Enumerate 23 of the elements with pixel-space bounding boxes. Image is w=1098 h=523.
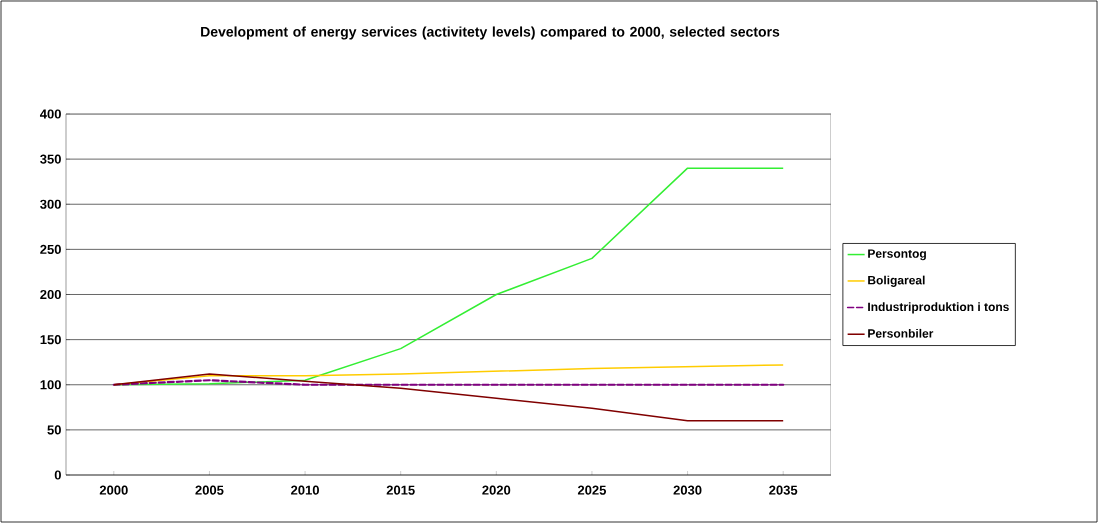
y-tick-label: 400: [39, 109, 61, 119]
legend-label: Boligareal: [868, 275, 925, 287]
y-tick-label: 0: [54, 470, 61, 480]
line-series: [113, 373, 784, 422]
x-tick-label: 2000: [99, 485, 128, 495]
y-tick-label: 150: [40, 335, 61, 345]
y-tick-label: 100: [40, 380, 61, 390]
x-tick-label: 2035: [769, 485, 798, 495]
x-tick-label: 2010: [291, 485, 319, 495]
legend-label: Industriproduktion i tons: [868, 302, 1009, 314]
y-tick-label: 300: [40, 199, 61, 209]
x-tick-label: 2025: [577, 485, 607, 495]
x-tick-label: 2005: [195, 485, 224, 495]
legend-label: Personbiler: [868, 328, 934, 338]
y-tick-label: 200: [40, 289, 61, 300]
y-tick-label: 350: [40, 154, 61, 164]
legend-label: Persontog: [868, 249, 926, 261]
y-tick-label: 50: [47, 425, 61, 435]
chart-title: Development of energy services (activitety levels) compared to 2000, selected sectors: [201, 26, 780, 40]
x-tick-label: 2020: [482, 485, 511, 495]
x-tick-label: 2030: [673, 485, 702, 495]
y-tick-label: 250: [40, 244, 61, 254]
x-tick-label: 2015: [386, 485, 415, 495]
